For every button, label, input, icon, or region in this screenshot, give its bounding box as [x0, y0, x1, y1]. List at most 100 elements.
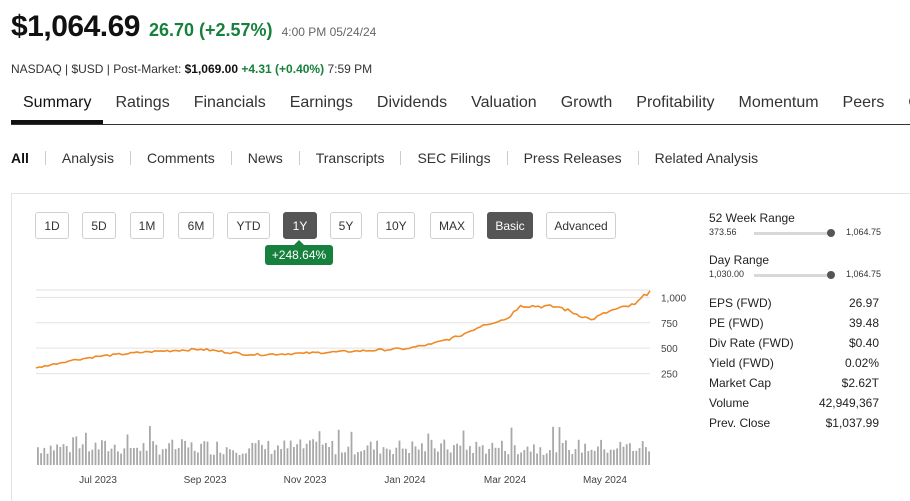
volume-bar	[549, 450, 551, 465]
volume-bar	[577, 439, 580, 465]
volume-bar	[504, 451, 506, 465]
range-ytd-button[interactable]: YTD	[227, 212, 270, 239]
subtab-press-releases[interactable]: Press Releases	[523, 150, 622, 166]
stat-value: $0.40	[848, 336, 879, 350]
subtab-analysis[interactable]: Analysis	[61, 150, 115, 166]
stat-label: EPS (FWD)	[709, 296, 772, 310]
volume-bar	[200, 443, 202, 465]
volume-bar	[59, 447, 62, 465]
subtab-all[interactable]: All	[11, 150, 29, 166]
volume-bar	[638, 448, 641, 465]
volume-bar	[331, 440, 334, 465]
day-range-marker	[827, 271, 835, 279]
volume-bar	[478, 446, 481, 465]
tab-dividends[interactable]: Dividends	[376, 94, 448, 111]
volume-bar	[542, 454, 545, 465]
volume-bar	[65, 446, 68, 465]
volume-bar	[235, 452, 238, 465]
range-6m-button[interactable]: 6M	[178, 212, 214, 239]
volume-bar	[593, 450, 596, 465]
volume-bar	[421, 443, 423, 465]
volume-bar	[328, 447, 330, 465]
quote-header: $1,064.69 26.70 (+2.57%) 4:00 PM 05/24/2…	[11, 10, 376, 50]
tab-growth[interactable]: Growth	[560, 94, 613, 111]
volume-bar	[280, 449, 282, 465]
view-basic-button[interactable]: Basic	[487, 212, 533, 239]
volume-bar	[369, 441, 372, 465]
volume-bar	[206, 441, 209, 465]
range-max-button[interactable]: MAX	[430, 212, 474, 239]
tab-options[interactable]: Options	[896, 85, 910, 124]
volume-bar	[366, 445, 369, 465]
tab-earnings[interactable]: Earnings	[289, 94, 353, 111]
volume-bar	[574, 449, 577, 465]
volume-bar	[197, 452, 199, 465]
volume-bar	[341, 452, 343, 465]
tab-ratings[interactable]: Ratings	[115, 94, 170, 111]
volume-bar	[149, 426, 151, 465]
volume-bar	[273, 450, 276, 465]
volume-bar	[472, 453, 474, 465]
volume-bar	[465, 449, 468, 465]
volume-bar	[69, 452, 71, 465]
subtab-comments[interactable]: Comments	[147, 150, 215, 166]
volume-bar	[104, 440, 106, 465]
volume-bar	[270, 453, 273, 465]
volume-bar	[165, 448, 167, 465]
subtab-divider	[44, 151, 46, 165]
volume-bar	[120, 453, 122, 465]
volume-bar	[584, 443, 586, 465]
volume-bar	[309, 440, 311, 465]
volume-bar	[565, 440, 567, 465]
y-tick-label: 1,000	[661, 293, 686, 304]
volume-bar	[46, 453, 49, 465]
volume-bar	[401, 448, 404, 465]
stat-yield-fwd: Yield (FWD) 0.02%	[709, 353, 879, 373]
volume-bar	[286, 448, 289, 465]
volume-bar	[437, 451, 439, 465]
subtab-sec-filings[interactable]: SEC Filings	[417, 150, 491, 166]
tab-peers[interactable]: Peers	[842, 94, 885, 111]
range-10y-button[interactable]: 10Y	[377, 212, 415, 239]
range-5d-button[interactable]: 5D	[82, 212, 116, 239]
range-5y-button[interactable]: 5Y	[330, 212, 362, 239]
volume-bar	[264, 449, 266, 465]
stat-label: Volume	[709, 396, 750, 410]
volume-bar	[456, 443, 458, 465]
stat-prev-close: Prev. Close $1,037.99	[709, 413, 879, 433]
volume-bar	[488, 449, 490, 465]
volume-bar	[545, 453, 548, 465]
volume-bar	[555, 452, 558, 465]
tab-valuation[interactable]: Valuation	[471, 94, 537, 111]
volume-bar	[174, 449, 177, 465]
volume-bar	[190, 442, 193, 465]
exchange-label: NASDAQ | $USD | Post-Market:	[11, 62, 182, 76]
volume-bar	[318, 431, 321, 465]
range-1m-button[interactable]: 1M	[130, 212, 164, 239]
tab-summary[interactable]: Summary	[11, 85, 104, 124]
tab-financials[interactable]: Financials	[193, 94, 266, 111]
tab-momentum[interactable]: Momentum	[738, 94, 819, 111]
volume-bar	[337, 429, 340, 465]
subtab-transcripts[interactable]: Transcripts	[315, 150, 385, 166]
volume-bar	[129, 448, 132, 465]
range-1y-button[interactable]: 1Y	[283, 212, 317, 239]
subtab-news[interactable]: News	[247, 150, 283, 166]
volume-bar	[440, 443, 442, 465]
view-advanced-button[interactable]: Advanced	[546, 212, 616, 239]
volume-bar	[315, 441, 318, 465]
main-tabs: Summary Ratings Financials Earnings Dividend…	[11, 85, 910, 125]
volume-bar	[523, 450, 526, 465]
volume-bar	[101, 440, 103, 465]
volume-bar	[181, 439, 183, 465]
subtab-related-analysis[interactable]: Related Analysis	[654, 150, 759, 166]
y-tick-label: 250	[661, 370, 678, 381]
stat-market-cap: Market Cap $2.62T	[709, 373, 879, 393]
volume-bar	[245, 453, 247, 465]
range-1d-button[interactable]: 1D	[35, 212, 69, 239]
volume-bar	[171, 439, 174, 465]
volume-bar	[155, 444, 158, 465]
tab-profitability[interactable]: Profitability	[636, 94, 715, 111]
volume-bar	[600, 439, 602, 465]
